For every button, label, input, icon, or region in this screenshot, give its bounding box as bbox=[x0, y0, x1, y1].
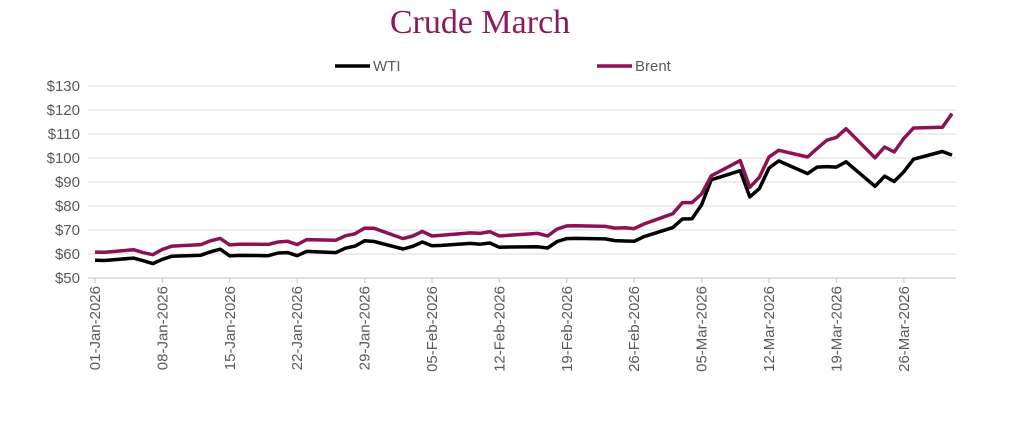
x-tick-label: 05-Mar-2026 bbox=[694, 286, 711, 372]
legend-label-brent: Brent bbox=[635, 58, 672, 75]
y-tick-label: $70 bbox=[55, 222, 80, 239]
y-tick-label: $90 bbox=[55, 174, 80, 191]
y-tick-label: $130 bbox=[47, 78, 80, 95]
x-tick-label: 19-Feb-2026 bbox=[559, 286, 576, 372]
series-line-wti bbox=[94, 149, 953, 266]
legend-label-wti: WTI bbox=[373, 58, 401, 75]
y-tick-label: $50 bbox=[55, 270, 80, 287]
x-tick-label: 19-Mar-2026 bbox=[828, 286, 845, 372]
y-tick-label: $100 bbox=[47, 150, 80, 167]
chart-title: Crude March bbox=[389, 4, 571, 41]
x-tick-label: 15-Jan-2026 bbox=[222, 286, 239, 370]
x-tick-label: 26-Mar-2026 bbox=[896, 286, 913, 372]
series-line-brent bbox=[94, 112, 954, 257]
x-tick-label: 22-Jan-2026 bbox=[289, 286, 306, 370]
x-tick-label: 01-Jan-2026 bbox=[87, 286, 104, 370]
x-tick-label: 12-Mar-2026 bbox=[761, 286, 778, 372]
y-tick-label: $120 bbox=[47, 102, 80, 119]
y-tick-label: $80 bbox=[55, 198, 80, 215]
x-tick-label: 05-Feb-2026 bbox=[424, 286, 441, 372]
x-tick-label: 08-Jan-2026 bbox=[154, 286, 171, 370]
x-tick-label: 26-Feb-2026 bbox=[626, 286, 643, 372]
x-tick-label: 12-Feb-2026 bbox=[491, 286, 508, 372]
y-tick-label: $110 bbox=[48, 126, 80, 143]
y-tick-label: $60 bbox=[55, 246, 80, 263]
x-tick-label: 29-Jan-2026 bbox=[357, 286, 374, 370]
